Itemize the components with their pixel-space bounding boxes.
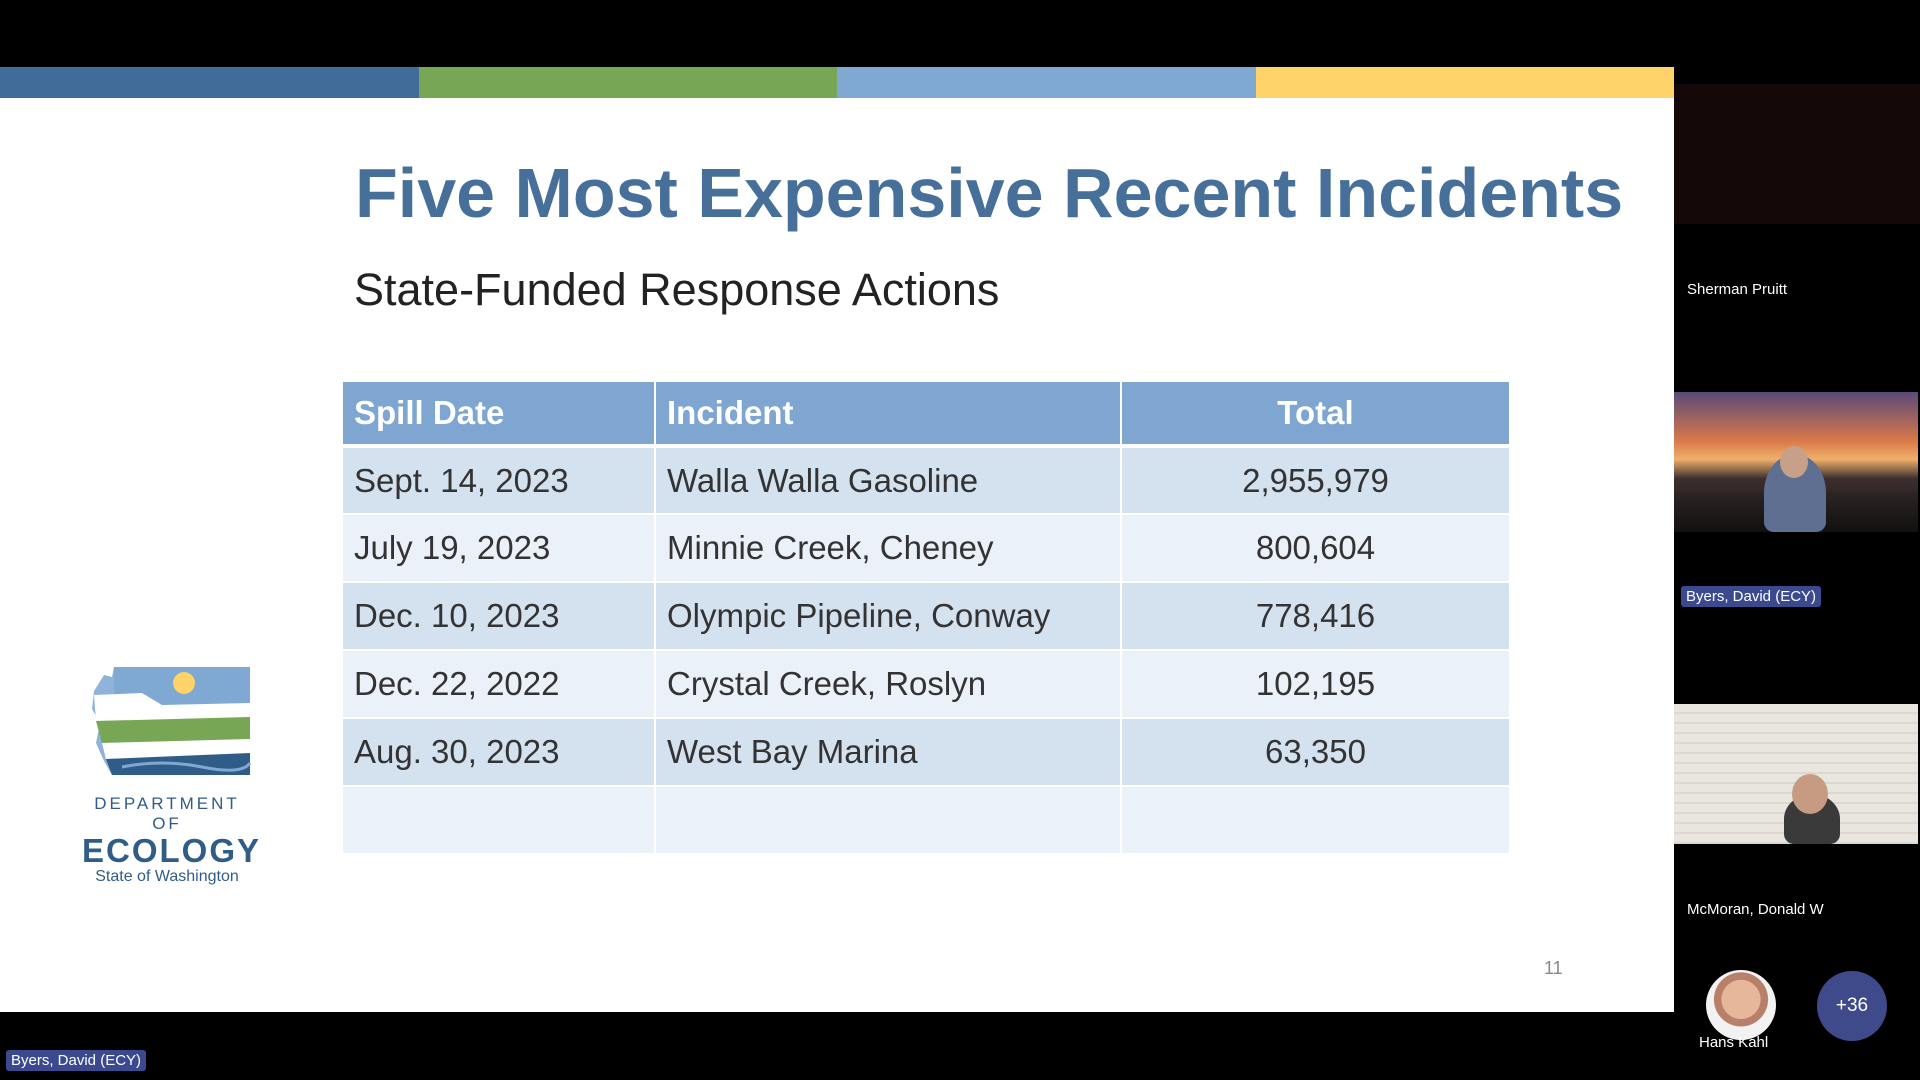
header-spill-date: Spill Date [343,382,656,448]
cell-spill-date: Sept. 14, 2023 [343,446,656,515]
table-row-empty [343,786,1509,855]
header-total: Total [1121,382,1509,448]
cell-incident: West Bay Marina [655,718,1122,787]
cell-total: 778,416 [1121,582,1509,651]
slide-page-number: 11 [1544,958,1563,978]
more-participants-button[interactable]: +36 [1817,971,1887,1041]
slide-color-bar [0,67,1674,98]
person-head [1792,774,1828,814]
cell-total: 63,350 [1121,718,1509,787]
logo-line-2: ECOLOGY [82,832,262,869]
participant-name-tag: Byers, David (ECY) [1681,586,1822,607]
participant-avatar[interactable] [1706,970,1776,1040]
slide-title: Five Most Expensive Recent Incidents [355,154,1624,232]
cell-spill-date: July 19, 2023 [343,514,656,583]
cell-spill-date: Dec. 22, 2022 [343,650,656,719]
presenter-name-tag: Byers, David (ECY) [6,1050,147,1071]
incidents-table: Spill Date Incident Total Sept. 14, 2023… [343,382,1509,855]
cell-total [1121,786,1509,855]
participant-name-1: Sherman Pruitt [1687,281,1788,298]
logo-line-3: State of Washington [95,868,239,885]
cell-incident: Olympic Pipeline, Conway [655,582,1122,651]
cell-incident: Walla Walla Gasoline [655,446,1122,515]
shared-slide: Five Most Expensive Recent Incidents Sta… [0,67,1674,1012]
person-head [1780,446,1808,478]
table-header-row: Spill Date Incident Total [343,382,1509,448]
table-row: July 19, 2023 Minnie Creek, Cheney 800,6… [343,514,1509,583]
color-bar-segment [0,67,419,98]
cell-incident [655,786,1122,855]
participant-name-3: McMoran, Donald W [1687,901,1824,918]
table-row: Sept. 14, 2023 Walla Walla Gasoline 2,95… [343,446,1509,515]
cell-spill-date [343,786,656,855]
color-bar-segment [1255,67,1674,98]
table-row: Aug. 30, 2023 West Bay Marina 63,350 [343,718,1509,787]
table-row: Dec. 22, 2022 Crystal Creek, Roslyn 102,… [343,650,1509,719]
participant-name-4: Hans Kahl [1699,1034,1769,1051]
header-incident: Incident [655,382,1122,448]
cell-total: 2,955,979 [1121,446,1509,515]
slide-subtitle: State-Funded Response Actions [354,264,1000,315]
cell-spill-date: Dec. 10, 2023 [343,582,656,651]
cell-incident: Crystal Creek, Roslyn [655,650,1122,719]
color-bar-segment [837,67,1256,98]
ecology-logo: DEPARTMENT OF ECOLOGY State of Washingto… [82,663,262,886]
cell-total: 800,604 [1121,514,1509,583]
washington-state-logo-icon [92,667,252,775]
logo-line-1: DEPARTMENT OF [94,794,240,833]
table-row: Dec. 10, 2023 Olympic Pipeline, Conway 7… [343,582,1509,651]
participant-video-dark[interactable] [1674,84,1920,224]
participant-video-office[interactable] [1674,704,1918,844]
cell-incident: Minnie Creek, Cheney [655,514,1122,583]
color-bar-segment [418,67,837,98]
participant-video-sunset[interactable] [1674,392,1918,532]
cell-total: 102,195 [1121,650,1509,719]
cell-spill-date: Aug. 30, 2023 [343,718,656,787]
